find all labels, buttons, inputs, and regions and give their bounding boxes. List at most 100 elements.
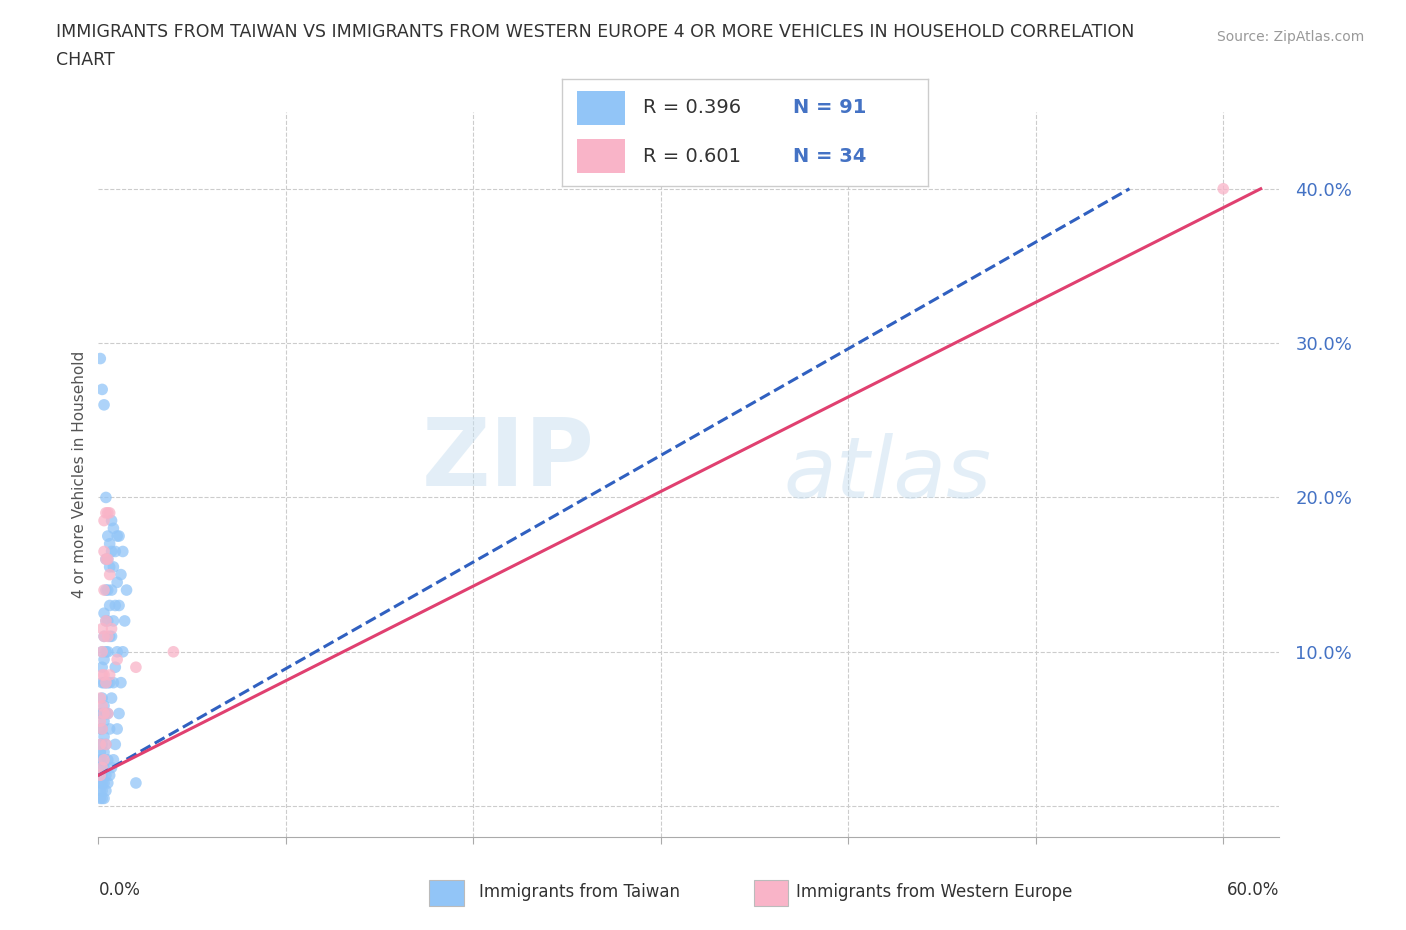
Point	[89, 783, 111, 798]
Point	[94, 614, 117, 629]
Point	[103, 560, 125, 575]
Point	[105, 644, 128, 659]
Point	[89, 722, 111, 737]
Point	[89, 352, 111, 366]
Point	[93, 776, 115, 790]
Point	[93, 629, 115, 644]
Point	[100, 513, 122, 528]
Text: Immigrants from Western Europe: Immigrants from Western Europe	[796, 883, 1073, 901]
Point	[110, 675, 132, 690]
Bar	[754, 880, 789, 906]
Point	[111, 544, 134, 559]
Point	[93, 605, 115, 620]
Point	[97, 505, 120, 520]
Point	[98, 768, 121, 783]
Point	[94, 706, 117, 721]
Point	[105, 722, 128, 737]
Point	[108, 706, 131, 721]
Point	[91, 621, 114, 636]
Point	[97, 528, 120, 543]
Point	[94, 675, 117, 690]
Point	[93, 729, 115, 744]
Point	[104, 659, 127, 674]
Point	[108, 528, 131, 543]
Point	[98, 567, 121, 582]
Point	[91, 668, 114, 683]
Point	[91, 722, 114, 737]
Point	[89, 791, 111, 806]
Point	[104, 598, 127, 613]
Point	[91, 791, 114, 806]
Point	[94, 783, 117, 798]
Point	[103, 614, 125, 629]
Point	[94, 551, 117, 566]
Point	[89, 768, 111, 783]
Point	[97, 614, 120, 629]
Point	[93, 791, 115, 806]
Point	[97, 776, 120, 790]
Point	[89, 691, 111, 706]
Point	[97, 706, 120, 721]
Point	[89, 752, 111, 767]
Point	[91, 382, 114, 397]
Point	[100, 544, 122, 559]
Point	[94, 675, 117, 690]
Point	[97, 752, 120, 767]
Point	[105, 575, 128, 590]
Point	[98, 560, 121, 575]
Text: IMMIGRANTS FROM TAIWAN VS IMMIGRANTS FROM WESTERN EUROPE 4 OR MORE VEHICLES IN H: IMMIGRANTS FROM TAIWAN VS IMMIGRANTS FRO…	[56, 23, 1135, 41]
Point	[91, 722, 114, 737]
Point	[104, 737, 127, 751]
Point	[100, 760, 122, 775]
Point	[108, 598, 131, 613]
Point	[97, 551, 120, 566]
Point	[91, 737, 114, 751]
Point	[94, 505, 117, 520]
Point	[94, 737, 117, 751]
Point	[91, 675, 114, 690]
Text: 0.0%: 0.0%	[98, 881, 141, 898]
Point	[91, 644, 114, 659]
Point	[98, 722, 121, 737]
Point	[100, 629, 122, 644]
Text: N = 34: N = 34	[793, 147, 866, 166]
Point	[97, 644, 120, 659]
Point	[103, 752, 125, 767]
Point	[91, 644, 114, 659]
Point	[91, 760, 114, 775]
Point	[1212, 181, 1234, 196]
Point	[89, 714, 111, 729]
Text: CHART: CHART	[56, 51, 115, 69]
Bar	[576, 91, 624, 125]
Point	[104, 544, 127, 559]
Point	[94, 614, 117, 629]
Point	[93, 513, 115, 528]
Point	[94, 551, 117, 566]
Point	[89, 706, 111, 721]
Point	[94, 737, 117, 751]
Point	[93, 652, 115, 667]
Point	[93, 675, 115, 690]
Point	[103, 521, 125, 536]
Point	[98, 668, 121, 683]
Point	[125, 776, 148, 790]
Point	[89, 768, 111, 783]
Text: Immigrants from Taiwan: Immigrants from Taiwan	[479, 883, 681, 901]
Point	[100, 621, 122, 636]
Point	[98, 505, 121, 520]
Point	[93, 745, 115, 760]
Point	[89, 776, 111, 790]
Point	[94, 768, 117, 783]
Text: atlas: atlas	[783, 432, 991, 516]
Point	[97, 629, 120, 644]
Point	[93, 752, 115, 767]
Text: R = 0.601: R = 0.601	[643, 147, 741, 166]
Point	[91, 706, 114, 721]
Text: N = 91: N = 91	[793, 99, 866, 117]
Point	[97, 675, 120, 690]
Text: R = 0.396: R = 0.396	[643, 99, 741, 117]
Point	[110, 567, 132, 582]
Point	[91, 768, 114, 783]
Point	[125, 659, 148, 674]
Point	[94, 490, 117, 505]
